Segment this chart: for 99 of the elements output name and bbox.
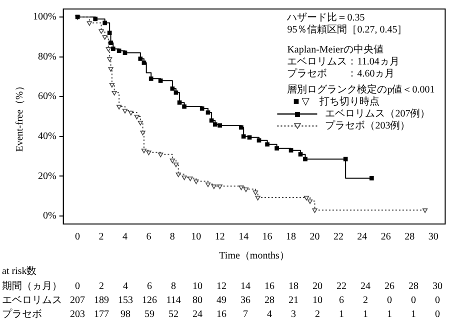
- point: [110, 46, 116, 51]
- x-tick-label: 6: [146, 232, 152, 243]
- point: [112, 90, 117, 96]
- y-axis-title: Event-free（%）: [14, 81, 26, 152]
- point: [238, 186, 244, 190]
- point: [211, 184, 217, 190]
- point: [146, 150, 152, 156]
- y-tick-label: 100%: [32, 12, 56, 23]
- y-tick-label: 40%: [38, 131, 56, 142]
- x-tick-label: 16: [262, 232, 272, 243]
- point: [122, 108, 128, 114]
- legend-label: プラセボ（203例）: [325, 120, 410, 132]
- point: [158, 152, 164, 158]
- point: [304, 196, 310, 200]
- x-tick-label: 12: [214, 232, 225, 243]
- point: [256, 138, 262, 143]
- point: [182, 104, 186, 109]
- point: [265, 142, 270, 147]
- point: [170, 86, 175, 91]
- y-tick-label: 60%: [38, 91, 56, 102]
- point: [116, 48, 122, 53]
- y-tick-label: 0%: [42, 210, 56, 222]
- point: [108, 40, 113, 46]
- x-tick-label: 18: [286, 232, 296, 243]
- x-tick-label: 24: [357, 232, 368, 243]
- point: [98, 29, 104, 34]
- point: [86, 21, 92, 26]
- point: [247, 135, 252, 140]
- point: [108, 67, 114, 72]
- point: [239, 125, 244, 130]
- point: [116, 104, 122, 110]
- x-tick-label: 22: [333, 232, 344, 243]
- point: [182, 176, 187, 180]
- legend-title: ■ ▽ 打ち切り時点: [293, 96, 380, 108]
- x-tick-label: 20: [310, 232, 320, 243]
- point: [243, 188, 249, 192]
- point: [102, 20, 108, 26]
- point: [312, 208, 318, 213]
- point: [138, 120, 143, 126]
- annotation: 95％信頼区間［0.27, 0.45］: [287, 24, 408, 36]
- point: [174, 90, 178, 95]
- point: [200, 106, 204, 111]
- y-tick-label: 20%: [38, 170, 56, 182]
- annotation: プラセボ ：4.60ヵ月: [287, 68, 395, 80]
- point: [142, 60, 146, 65]
- point: [109, 83, 115, 88]
- legend-label: エベロリムス（207例）: [325, 108, 430, 120]
- y-tick-label: 80%: [38, 51, 56, 62]
- x-tick-label: 30: [428, 232, 438, 243]
- point: [370, 176, 374, 180]
- text: エベロリムス 207 189 153 126 114 80 49 36 28 21 10 6 2 0 0 0: [2, 295, 440, 306]
- point: [148, 76, 154, 81]
- point: [107, 57, 112, 62]
- text: at risk数: [2, 266, 37, 278]
- point: [188, 176, 193, 182]
- x-tick-label: 0: [75, 232, 80, 243]
- point: [173, 162, 179, 168]
- annotation: 層別ログランク検定のp値＜0.001: [287, 84, 435, 96]
- text: プラセボ 203 177 98 59 52 24 16 7 4 3 2 1 1 1 1 0: [2, 309, 440, 320]
- point: [158, 78, 163, 83]
- point: [212, 122, 218, 127]
- point: [303, 156, 308, 162]
- x-tick-label: 2: [98, 232, 104, 243]
- point: [218, 123, 222, 128]
- point: [298, 152, 303, 156]
- annotation: ハザード比＝0.35: [286, 12, 365, 24]
- point: [93, 16, 98, 22]
- point: [422, 208, 428, 213]
- x-tick-label: 4: [122, 232, 128, 243]
- point: [255, 196, 260, 200]
- point: [102, 35, 108, 40]
- point: [241, 134, 246, 139]
- point: [307, 199, 313, 204]
- x-tick-label: 14: [238, 232, 249, 243]
- point: [140, 130, 146, 136]
- point: [288, 148, 294, 153]
- point: [107, 30, 112, 36]
- annotation: エベロリムス：11.04ヵ月: [287, 56, 400, 68]
- point: [205, 182, 211, 188]
- point: [170, 158, 175, 164]
- text: 期間（ヵ月） 0 2 4 6 8 10 12 14 16 18 20 22 24 26 28 30: [2, 281, 443, 292]
- x-tick-label: 10: [191, 232, 202, 243]
- x-tick-label: 8: [170, 232, 175, 243]
- point: [252, 190, 258, 196]
- point: [274, 146, 279, 151]
- point: [134, 114, 140, 120]
- x-axis-title: Time（months）: [219, 250, 290, 262]
- point: [194, 180, 199, 184]
- x-tick-label: 26: [380, 232, 391, 243]
- annotation: Kaplan-Meierの中央値: [287, 44, 384, 56]
- point: [138, 56, 143, 61]
- point: [106, 47, 111, 52]
- point: [122, 50, 128, 55]
- point: [343, 156, 348, 162]
- point: [217, 184, 222, 190]
- point: [176, 172, 181, 178]
- point: [128, 110, 134, 116]
- x-tick-label: 28: [404, 232, 415, 243]
- point: [141, 148, 147, 154]
